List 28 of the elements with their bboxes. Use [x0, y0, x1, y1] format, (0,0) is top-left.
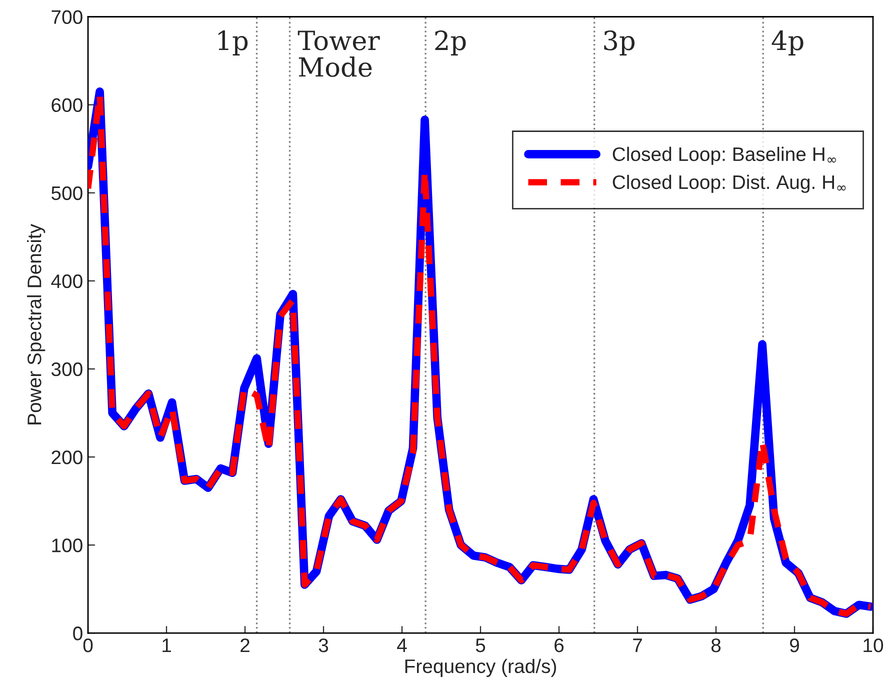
x-tick-label: 2: [240, 638, 250, 652]
y-tick-label: 200: [52, 450, 82, 464]
x-tick-label: 3: [318, 638, 328, 652]
x-tick-label: 4: [397, 638, 407, 652]
ref-line-label: 2p: [435, 30, 466, 56]
y-tick-label: 300: [51, 362, 82, 376]
y-tick-label: 400: [51, 274, 82, 288]
x-tick-label: 9: [790, 638, 799, 652]
x-tick-label: 1: [162, 638, 171, 652]
y-tick-label: 500: [51, 186, 82, 200]
ref-line-label: Tower Mode: [298, 30, 380, 77]
x-tick-label: 7: [633, 638, 642, 652]
x-axis-title: Frequency (rad/s): [405, 658, 556, 677]
x-tick-label: 0: [83, 638, 93, 652]
x-tick-label: 6: [554, 638, 564, 652]
ref-line-label: 1p: [218, 30, 248, 56]
x-tick-label: 10: [864, 638, 884, 652]
y-tick-label: 600: [52, 98, 82, 112]
x-tick-label: 8: [711, 638, 721, 652]
ref-line-label: 3p: [604, 30, 635, 56]
legend-label: Closed Loop: Baseline H$_{∞}$: [612, 146, 836, 165]
ref-line-label: 4p: [772, 30, 804, 56]
y-tick-label: 0: [73, 626, 82, 640]
y-tick-label: 100: [52, 538, 82, 552]
y-axis-title: Power Spectral Density: [27, 224, 46, 424]
x-tick-label: 5: [476, 638, 486, 652]
legend-label: Closed Loop: Dist. Aug. H$_{∞}$: [612, 174, 846, 193]
y-tick-label: 700: [52, 10, 82, 24]
